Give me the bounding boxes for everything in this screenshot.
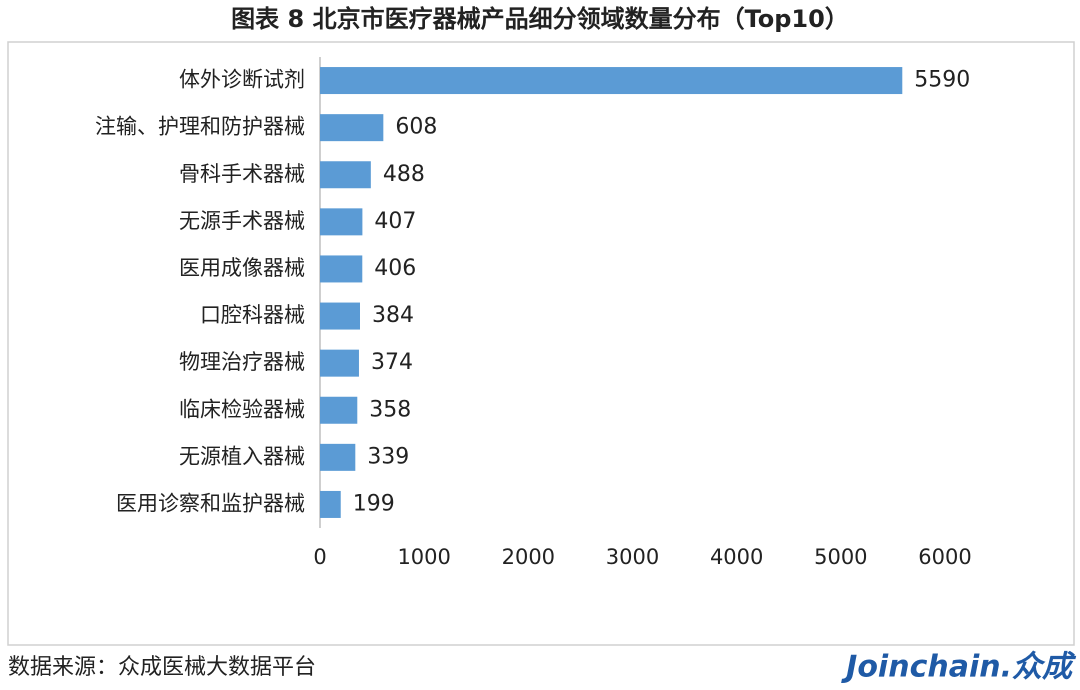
bar <box>320 443 356 471</box>
value-label: 407 <box>374 209 416 234</box>
bar <box>320 490 341 518</box>
x-tick-label: 0 <box>313 545 326 569</box>
value-label: 384 <box>372 303 414 328</box>
value-label: 199 <box>353 491 395 516</box>
x-tick-label: 3000 <box>606 545 659 569</box>
x-tick-label: 1000 <box>397 545 450 569</box>
y-tick-label: 无源手术器械 <box>179 209 305 233</box>
y-tick-label: 医用成像器械 <box>179 256 305 280</box>
bar <box>320 349 359 377</box>
y-tick-label: 无源植入器械 <box>179 444 305 468</box>
logo: Joinchain.众成 <box>841 650 1077 685</box>
y-tick-label: 医用诊察和监护器械 <box>116 491 305 515</box>
value-label: 406 <box>374 256 416 281</box>
y-tick-label: 临床检验器械 <box>179 397 305 421</box>
value-label: 339 <box>367 444 409 469</box>
x-tick-label: 4000 <box>710 545 763 569</box>
y-tick-label: 骨科手术器械 <box>179 162 305 186</box>
bar <box>320 255 363 283</box>
y-tick-label: 体外诊断试剂 <box>179 68 305 92</box>
value-label: 358 <box>369 397 411 422</box>
bar <box>320 208 363 236</box>
bar <box>320 396 358 424</box>
y-tick-label: 注输、护理和防护器械 <box>95 115 305 139</box>
y-tick-label: 物理治疗器械 <box>179 350 305 374</box>
y-tick-label: 口腔科器械 <box>200 303 305 327</box>
value-label: 5590 <box>914 68 970 93</box>
x-tick-label: 2000 <box>502 545 555 569</box>
value-label: 488 <box>383 162 425 187</box>
x-tick-label: 6000 <box>918 545 971 569</box>
chart-title: 图表 8 北京市医疗器械产品细分领域数量分布（Top10） <box>231 5 849 33</box>
x-tick-label: 5000 <box>814 545 867 569</box>
value-label: 608 <box>395 115 437 140</box>
bar <box>320 67 903 95</box>
bar <box>320 161 371 189</box>
bar <box>320 302 360 330</box>
value-label: 374 <box>371 350 413 375</box>
bar <box>320 114 384 142</box>
chart-frame <box>7 41 1075 646</box>
source-note: 数据来源：众成医械大数据平台 <box>8 655 316 680</box>
